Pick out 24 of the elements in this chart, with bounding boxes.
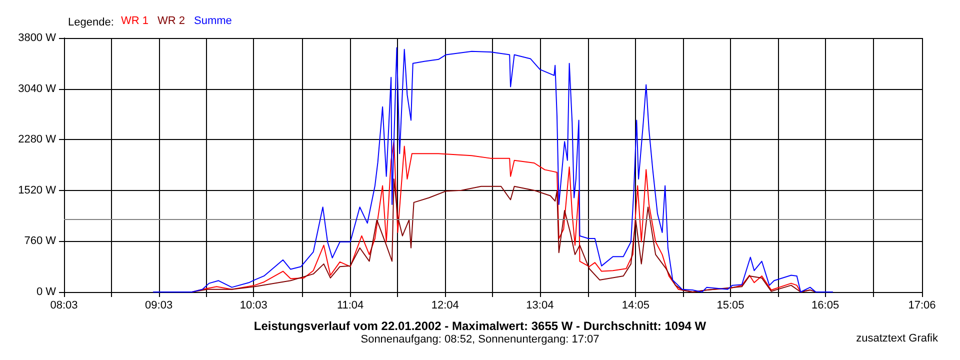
line-series [152, 47, 834, 292]
x-tick-label: 12:04 [431, 300, 459, 312]
text: Summe [194, 15, 232, 27]
text: WR 1 [121, 15, 148, 27]
text: WR 2 [158, 15, 185, 27]
y-tick-label: 3040 W [18, 82, 57, 95]
y-tick-label: 0 W [36, 286, 57, 298]
y-tick-label: 2280 W [18, 134, 57, 146]
x-tick-label: 10:03 [240, 300, 268, 312]
x-tick-label: 11:04 [336, 300, 364, 312]
text: zusatztext Grafik [856, 332, 938, 344]
x-tick-label: 09:03 [145, 300, 173, 312]
y-tick-label: 3800 W [18, 32, 57, 44]
y-tick-label: 1520 W [18, 184, 57, 196]
y-tick-label: 760 W [24, 235, 57, 248]
x-tick-label: 16:05 [812, 300, 840, 312]
x-tick-label: 15:05 [716, 300, 744, 312]
legend-title: Legende: [68, 16, 114, 28]
text: Sonnenaufgang: 08:52, Sonnenuntergang: 17:07 [360, 334, 600, 346]
x-tick-label: 17:06 [908, 300, 936, 312]
x-tick-label: 14:05 [622, 300, 650, 312]
text: Leistungsverlauf vom 22.01.2002 - Maximalwert: 3655 W - Durchschnitt: 1094 W [254, 319, 707, 333]
x-tick-label: 08:03 [50, 300, 78, 312]
x-tick-label: 13:04 [526, 300, 554, 312]
